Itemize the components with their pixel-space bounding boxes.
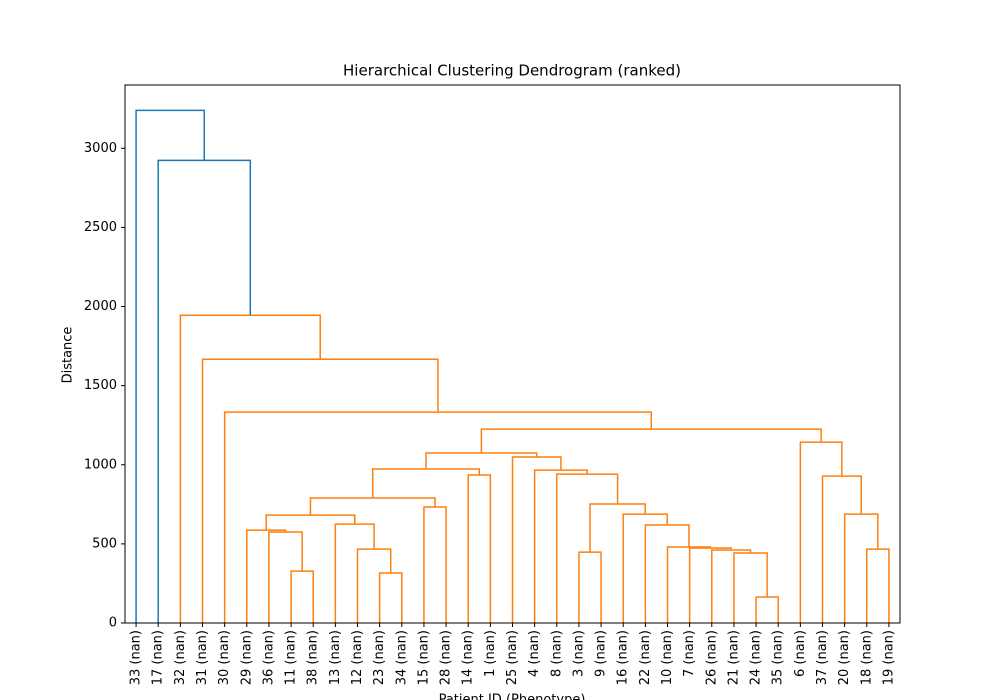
x-tick-label: 29 (nan)	[239, 630, 254, 685]
y-tick-label: 2500	[84, 220, 117, 235]
y-tick-label: 2000	[84, 299, 117, 314]
link	[556, 473, 619, 623]
x-tick-label: 20 (nan)	[837, 630, 852, 685]
x-tick-label: 14 (nan)	[461, 630, 476, 685]
y-tick-label: 0	[109, 616, 117, 631]
link	[268, 531, 303, 623]
x-tick-label: 23 (nan)	[372, 630, 387, 685]
link	[821, 475, 862, 623]
link	[135, 109, 206, 623]
link	[423, 506, 447, 623]
link	[578, 551, 602, 623]
link	[246, 529, 287, 623]
x-tick-label: 36 (nan)	[261, 630, 276, 685]
x-tick-label: 11 (nan)	[284, 630, 299, 685]
link	[480, 428, 822, 454]
x-tick-label: 4 (nan)	[527, 630, 542, 677]
x-tick-label: 22 (nan)	[638, 630, 653, 685]
x-tick-label: 6 (nan)	[793, 630, 808, 677]
x-tick-label: 9 (nan)	[594, 630, 609, 677]
x-tick-label: 10 (nan)	[660, 630, 675, 685]
plot-frame	[124, 84, 901, 624]
y-tick-label: 1000	[84, 457, 117, 472]
x-tick-label: 30 (nan)	[217, 630, 232, 685]
x-tick-label: 34 (nan)	[394, 630, 409, 685]
x-tick-label: 24 (nan)	[749, 630, 764, 685]
x-tick-label: 32 (nan)	[173, 630, 188, 685]
y-tick-label: 500	[92, 536, 117, 551]
x-tick-label: 18 (nan)	[859, 630, 874, 685]
x-tick-label: 12 (nan)	[350, 630, 365, 685]
x-tick-label: 35 (nan)	[771, 630, 786, 685]
x-tick-label: 13 (nan)	[328, 630, 343, 685]
x-tick-label: 21 (nan)	[726, 630, 741, 685]
link	[711, 549, 752, 623]
chart-title: Hierarchical Clustering Dendrogram (rank…	[343, 62, 681, 80]
link	[334, 523, 375, 623]
x-tick-label: 19 (nan)	[881, 630, 896, 685]
x-tick-label: 8 (nan)	[549, 630, 564, 677]
x-tick-label: 3 (nan)	[571, 630, 586, 677]
x-tick-label: 28 (nan)	[439, 630, 454, 685]
x-tick-label: 25 (nan)	[505, 630, 520, 685]
link	[533, 469, 588, 623]
x-tick-label: 26 (nan)	[704, 630, 719, 685]
x-tick-label: 1 (nan)	[483, 630, 498, 677]
x-tick-label: 15 (nan)	[416, 630, 431, 685]
x-tick-label: 7 (nan)	[682, 630, 697, 677]
x-tick-label: 16 (nan)	[616, 630, 631, 685]
y-tick-label: 3000	[84, 141, 117, 156]
y-axis-label: Distance	[61, 327, 76, 384]
x-tick-label: 37 (nan)	[815, 630, 830, 685]
y-tick-label: 1500	[84, 378, 117, 393]
x-tick-label: 38 (nan)	[306, 630, 321, 685]
link	[265, 514, 356, 531]
x-tick-label: 17 (nan)	[151, 630, 166, 685]
link	[290, 570, 314, 623]
x-axis-label: Patient ID (Phenotype)	[439, 693, 586, 700]
x-tick-label: 31 (nan)	[195, 630, 210, 685]
x-tick-label: 33 (nan)	[129, 630, 144, 685]
link	[378, 572, 403, 623]
link	[201, 358, 439, 623]
